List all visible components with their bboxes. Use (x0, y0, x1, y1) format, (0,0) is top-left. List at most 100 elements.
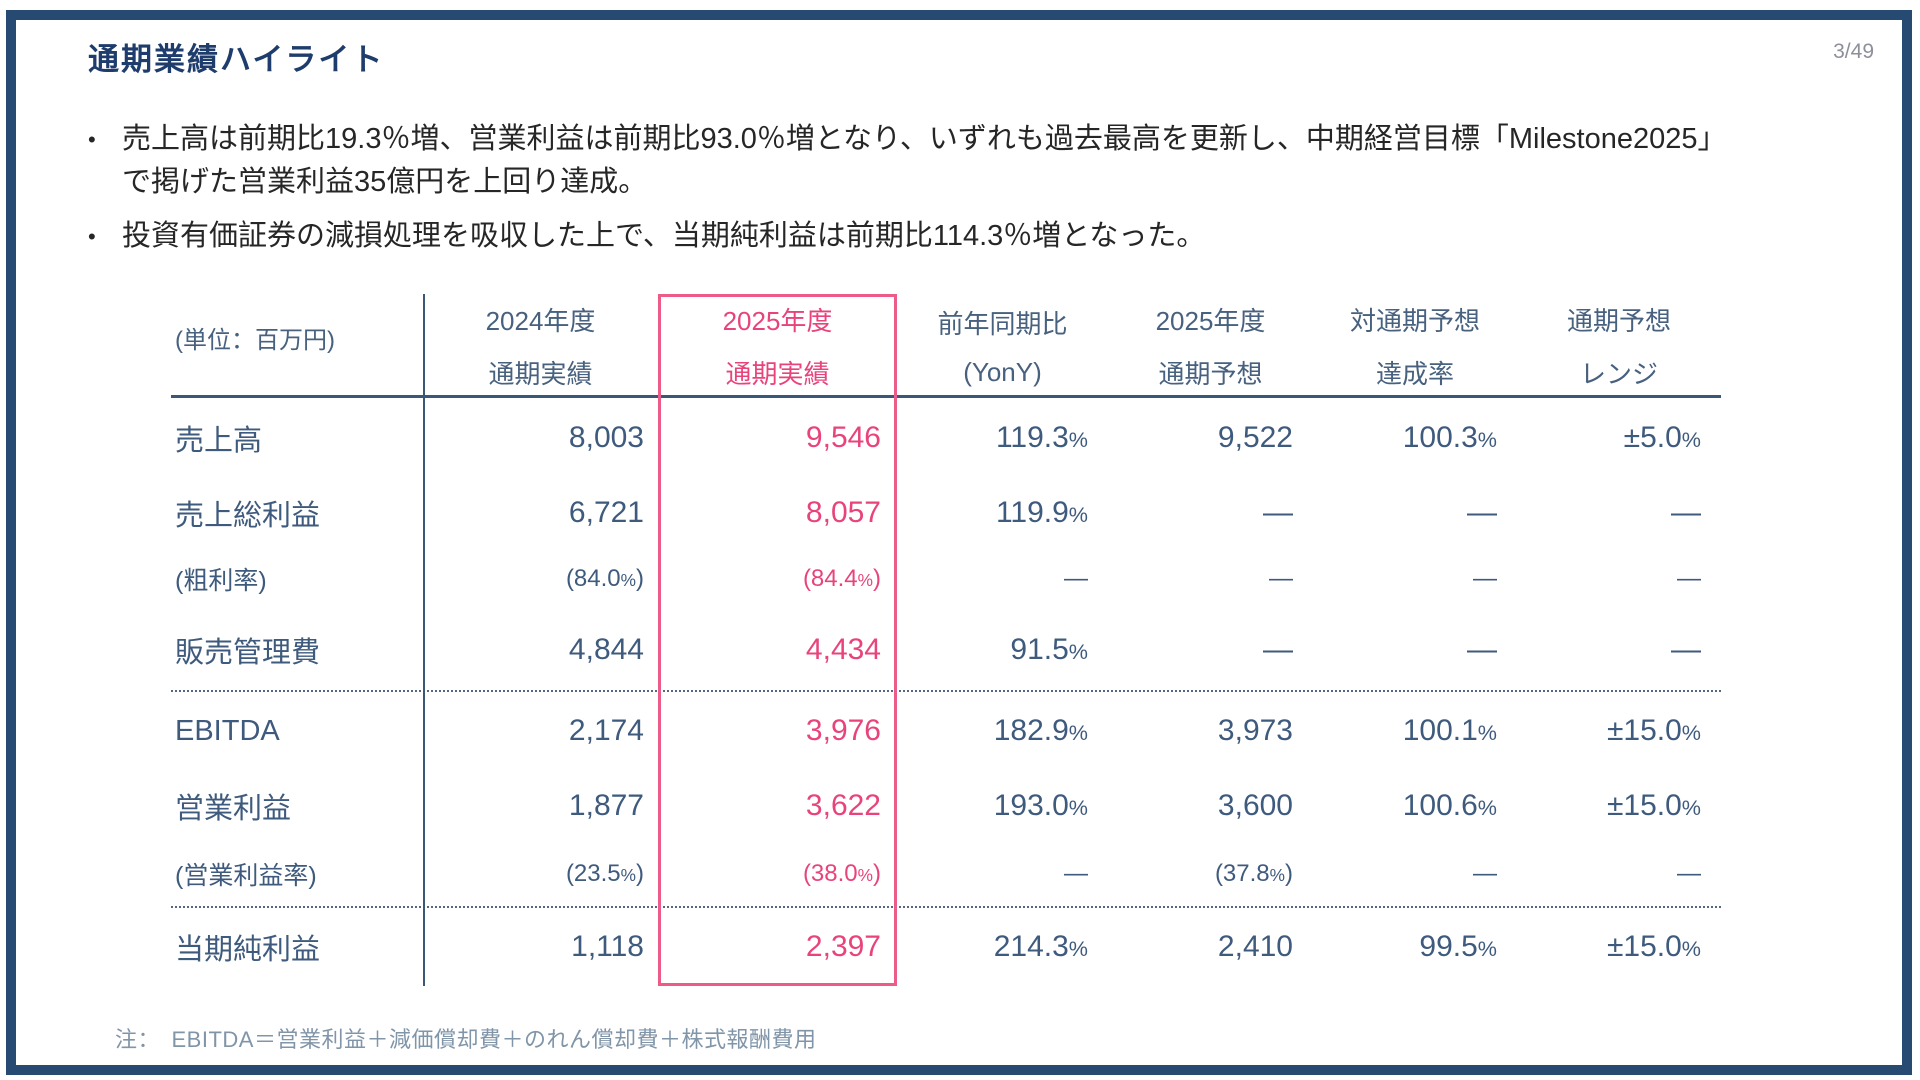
bullet-marker: • (88, 224, 96, 250)
percent-sign: % (1681, 427, 1701, 452)
percent-sign: % (620, 865, 636, 885)
bullet-text: 売上高は前期比19.3％増、営業利益は前期比93.0％増となり、いずれも過去最高… (122, 123, 1727, 198)
table-cell: ±5.0% (1623, 421, 1701, 454)
table-cell: 9,522 (1217, 421, 1293, 454)
table-cell: 214.3% (993, 930, 1088, 963)
table-cell: — (1677, 860, 1701, 887)
percent-sign: % (1477, 427, 1497, 452)
table-cell: 3,622 (805, 789, 881, 822)
table-cell: — (1671, 496, 1701, 529)
bullet-text: 投資有価証券の減損処理を吸収した上で、当期純利益は前期比114.3％増となった。 (122, 220, 1206, 253)
table-row: 営業利益 1,877 3,622 193.0% 3,600 100.6% ±15.0% (171, 770, 1721, 842)
table-cell: 100.6% (1402, 789, 1497, 822)
results-table: (単位：百万円) 2024年度 通期実績 2025年度 通期実績 前年同期比 (YonY) 2… (171, 294, 1721, 986)
table-cell: 4,434 (805, 633, 881, 666)
column-header: 前年同期比 (YonY) (897, 302, 1108, 388)
table-cell: 9,546 (805, 421, 881, 454)
table-cell: — (1671, 633, 1701, 666)
table-cell: — (1064, 565, 1088, 592)
percent-sign: % (1477, 720, 1497, 745)
highlight-bullets: • 売上高は前期比19.3％増、営業利益は前期比93.0％増となり、いずれも過去… (88, 118, 1748, 270)
row-label: 売上総利益 (175, 500, 321, 532)
bullet-marker: • (88, 127, 96, 152)
percent-sign: % (857, 570, 873, 590)
table-cell: 1,877 (568, 789, 644, 822)
table-row: 販売管理費 4,844 4,434 91.5% — — — (171, 610, 1721, 690)
table-cell: — (1467, 633, 1497, 666)
column-header-line1: 2025年度 (1155, 305, 1266, 336)
percent-sign: % (620, 570, 636, 590)
percent-sign: % (1477, 936, 1497, 961)
column-header-line2: レンジ (1579, 358, 1658, 389)
column-header-line2: (YonY) (963, 356, 1042, 387)
percent-sign: % (1068, 720, 1088, 745)
table-row: 売上総利益 6,721 8,057 119.9% — — — (171, 478, 1721, 548)
row-label: 販売管理費 (175, 637, 321, 669)
page-title: 通期業績ハイライト (88, 42, 385, 77)
table-cell: 2,174 (568, 714, 644, 747)
table-cell: 8,057 (805, 496, 881, 529)
percent-sign: % (1068, 639, 1088, 664)
footnote: 注： EBITDA＝営業利益＋減価償却費＋のれん償却費＋株式報酬費用 (115, 1027, 817, 1052)
table-cell: 8,003 (568, 421, 644, 454)
column-header-line1: 前年同期比 (937, 308, 1068, 339)
page-number: 3/49 (1833, 40, 1874, 63)
column-header: 2025年度 通期実績 (658, 299, 897, 391)
table-cell: 2,410 (1217, 930, 1293, 963)
table-row: (営業利益率) (23.5%) (38.0%) — (37.8%) — — (171, 842, 1721, 906)
table-cell: — (1263, 633, 1293, 666)
percent-sign: % (1068, 427, 1088, 452)
table-cell: (84.4%) (802, 565, 881, 592)
table-row: EBITDA 2,174 3,976 182.9% 3,973 100.1% ±15.0% (171, 690, 1721, 770)
table-cell: 182.9% (993, 714, 1088, 747)
table-cell: — (1269, 565, 1293, 592)
table-row: 売上高 8,003 9,546 119.3% 9,522 100.3% ±5.0% (171, 398, 1721, 478)
table-cell: 100.3% (1402, 421, 1497, 454)
percent-sign: % (857, 865, 873, 885)
column-header: 2025年度 通期予想 (1108, 299, 1313, 391)
table-cell: 119.3% (995, 421, 1088, 454)
column-header-line2: 達成率 (1375, 358, 1454, 389)
table-cell: (84.0%) (565, 565, 644, 592)
table-row: 当期純利益 1,118 2,397 214.3% 2,410 99.5% ±15.0% (171, 906, 1721, 986)
table-cell: (37.8%) (1214, 860, 1293, 887)
column-header-line2: 通期予想 (1158, 358, 1263, 389)
row-label: 当期純利益 (175, 934, 321, 966)
table-cell: — (1473, 860, 1497, 887)
table-cell: 4,844 (568, 633, 644, 666)
percent-sign: % (1068, 502, 1088, 527)
unit-label: (単位：百万円) (175, 327, 335, 354)
table-cell: — (1467, 496, 1497, 529)
row-label: 営業利益 (175, 793, 292, 825)
table-cell: 119.9% (995, 496, 1088, 529)
column-header-line1: 通期予想 (1566, 305, 1671, 336)
table-cell: 100.1% (1402, 714, 1497, 747)
column-header-line1: 2024年度 (485, 305, 596, 336)
table-cell: ±15.0% (1606, 714, 1701, 747)
table-cell: ±15.0% (1606, 789, 1701, 822)
column-header: 対通期予想 達成率 (1313, 299, 1517, 391)
table-cell: — (1677, 565, 1701, 592)
table-cell: 99.5% (1419, 930, 1497, 963)
table-cell: 3,600 (1217, 789, 1293, 822)
table-cell: — (1263, 496, 1293, 529)
percent-sign: % (1068, 936, 1088, 961)
table-cell: 2,397 (805, 930, 881, 963)
bullet-item: • 投資有価証券の減損処理を吸収した上で、当期純利益は前期比114.3％増となっ… (88, 215, 1748, 258)
percent-sign: % (1681, 936, 1701, 961)
percent-sign: % (1068, 795, 1088, 820)
row-label: EBITDA (175, 714, 280, 747)
percent-sign: % (1269, 865, 1285, 885)
column-header: 2024年度 通期実績 (423, 299, 658, 391)
table-cell: 3,973 (1217, 714, 1293, 747)
table-cell: 6,721 (568, 496, 644, 529)
column-header: 通期予想 レンジ (1517, 299, 1721, 391)
table-cell: 91.5% (1010, 633, 1088, 666)
table-cell: — (1064, 860, 1088, 887)
row-label: 売上高 (175, 425, 263, 457)
row-label: (粗利率) (175, 567, 267, 595)
table-cell: ±15.0% (1606, 930, 1701, 963)
column-header-line1: 2025年度 (722, 305, 833, 336)
column-header-line2: 通期実績 (488, 358, 593, 389)
